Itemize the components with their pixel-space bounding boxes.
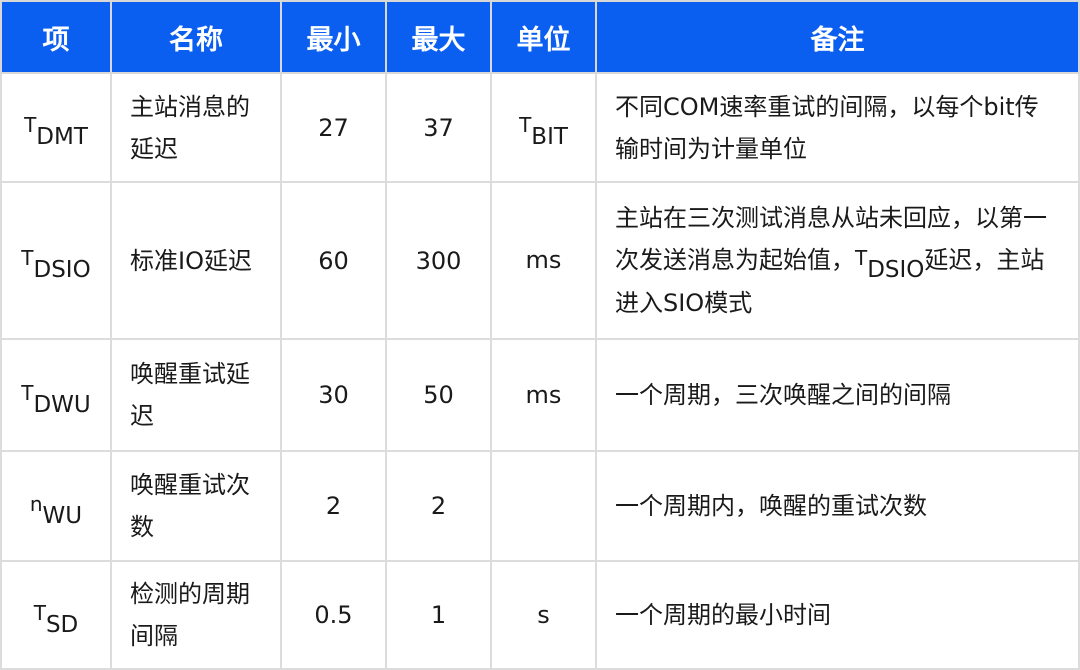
table-row: TDMT 主站消息的延迟 27 37 TBIT 不同COM速率重试的间隔，以每个… <box>0 72 1080 183</box>
cell-max: 1 <box>385 560 492 670</box>
header-row: 项 名称 最小 最大 单位 备注 <box>0 0 1080 74</box>
cell-max: 300 <box>385 181 492 340</box>
cell-min: 30 <box>280 338 387 452</box>
cell-min: 0.5 <box>280 560 387 670</box>
header-note: 备注 <box>595 0 1080 74</box>
table-row: nWU 唤醒重试次数 2 2 一个周期内，唤醒的重试次数 <box>0 450 1080 562</box>
header-min: 最小 <box>280 0 387 74</box>
cell-unit: ms <box>490 181 597 340</box>
table-row: TSD 检测的周期间隔 0.5 1 s 一个周期的最小时间 <box>0 560 1080 670</box>
cell-max: 37 <box>385 72 492 183</box>
cell-unit <box>490 450 597 562</box>
cell-symbol: TDMT <box>0 72 112 183</box>
cell-symbol: TDSIO <box>0 181 112 340</box>
cell-note: 一个周期内，唤醒的重试次数 <box>595 450 1080 562</box>
table-row: TDSIO 标准IO延迟 60 300 ms 主站在三次测试消息从站未回应，以第… <box>0 181 1080 340</box>
cell-symbol: nWU <box>0 450 112 562</box>
cell-name: 标准IO延迟 <box>110 181 282 340</box>
cell-name: 主站消息的延迟 <box>110 72 282 183</box>
cell-min: 60 <box>280 181 387 340</box>
header-item: 项 <box>0 0 112 74</box>
cell-min: 27 <box>280 72 387 183</box>
cell-max: 2 <box>385 450 492 562</box>
cell-note: 一个周期，三次唤醒之间的间隔 <box>595 338 1080 452</box>
header-max: 最大 <box>385 0 492 74</box>
cell-note: 主站在三次测试消息从站未回应，以第一次发送消息为起始值，TDSIO延迟，主站进入… <box>595 181 1080 340</box>
cell-symbol: TDWU <box>0 338 112 452</box>
header-name: 名称 <box>110 0 282 74</box>
cell-max: 50 <box>385 338 492 452</box>
cell-note: 不同COM速率重试的间隔，以每个bit传输时间为计量单位 <box>595 72 1080 183</box>
cell-name: 唤醒重试延迟 <box>110 338 282 452</box>
cell-name: 唤醒重试次数 <box>110 450 282 562</box>
cell-name: 检测的周期间隔 <box>110 560 282 670</box>
cell-unit: TBIT <box>490 72 597 183</box>
header-unit: 单位 <box>490 0 597 74</box>
cell-unit: ms <box>490 338 597 452</box>
cell-note: 一个周期的最小时间 <box>595 560 1080 670</box>
cell-unit: s <box>490 560 597 670</box>
cell-symbol: TSD <box>0 560 112 670</box>
cell-min: 2 <box>280 450 387 562</box>
table-row: TDWU 唤醒重试延迟 30 50 ms 一个周期，三次唤醒之间的间隔 <box>0 338 1080 452</box>
